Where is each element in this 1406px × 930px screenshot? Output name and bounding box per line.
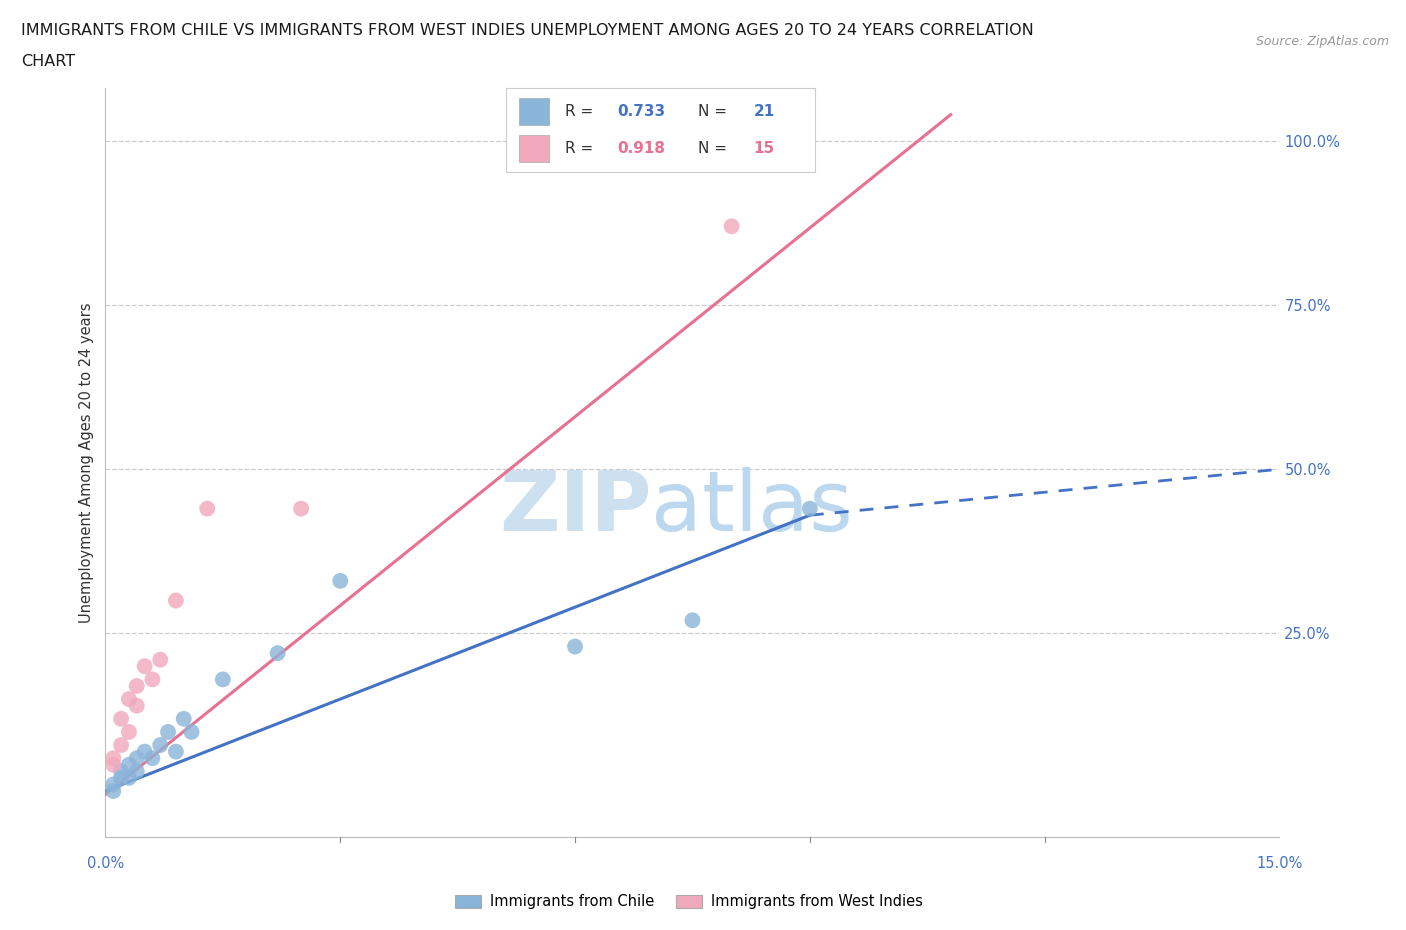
Point — [118, 770, 141, 785]
Point — [165, 593, 187, 608]
Text: CHART: CHART — [21, 54, 75, 69]
Y-axis label: Unemployment Among Ages 20 to 24 years: Unemployment Among Ages 20 to 24 years — [79, 302, 94, 623]
Text: R =: R = — [565, 104, 598, 119]
Point — [103, 751, 125, 765]
Text: Source: ZipAtlas.com: Source: ZipAtlas.com — [1256, 35, 1389, 48]
Point — [110, 711, 132, 726]
Text: N =: N = — [697, 104, 731, 119]
FancyBboxPatch shape — [519, 99, 550, 126]
Point — [141, 672, 163, 687]
Point — [157, 724, 180, 739]
Point — [149, 737, 172, 752]
FancyBboxPatch shape — [519, 135, 550, 162]
Point — [141, 751, 163, 765]
Point — [180, 724, 202, 739]
Point — [720, 219, 742, 233]
Text: N =: N = — [697, 141, 731, 156]
Point — [125, 764, 148, 778]
Point — [681, 613, 703, 628]
Point — [564, 639, 586, 654]
Point — [290, 501, 312, 516]
Text: 15: 15 — [754, 141, 775, 156]
Point — [329, 574, 352, 589]
Point — [125, 698, 148, 713]
Point — [134, 658, 156, 673]
Point — [149, 652, 172, 667]
Point — [118, 692, 141, 707]
Point — [125, 751, 148, 765]
Point — [118, 724, 141, 739]
Text: ZIP: ZIP — [499, 467, 651, 548]
Point — [211, 672, 233, 687]
Point — [103, 784, 125, 799]
Point — [134, 744, 156, 759]
Point — [125, 679, 148, 694]
Point — [173, 711, 195, 726]
Text: 15.0%: 15.0% — [1257, 856, 1302, 870]
Point — [266, 645, 288, 660]
Point — [110, 764, 132, 778]
Text: 0.733: 0.733 — [617, 104, 665, 119]
Text: atlas: atlas — [651, 467, 853, 548]
Point — [103, 777, 125, 792]
Point — [165, 744, 187, 759]
Text: IMMIGRANTS FROM CHILE VS IMMIGRANTS FROM WEST INDIES UNEMPLOYMENT AMONG AGES 20 : IMMIGRANTS FROM CHILE VS IMMIGRANTS FROM… — [21, 23, 1033, 38]
Text: 21: 21 — [754, 104, 775, 119]
Point — [103, 757, 125, 772]
Text: 0.0%: 0.0% — [87, 856, 124, 870]
Point — [195, 501, 218, 516]
Point — [118, 757, 141, 772]
Legend: Immigrants from Chile, Immigrants from West Indies: Immigrants from Chile, Immigrants from W… — [449, 888, 929, 915]
Point — [799, 501, 821, 516]
Text: R =: R = — [565, 141, 598, 156]
Point — [110, 770, 132, 785]
Point — [110, 737, 132, 752]
Text: 0.918: 0.918 — [617, 141, 665, 156]
